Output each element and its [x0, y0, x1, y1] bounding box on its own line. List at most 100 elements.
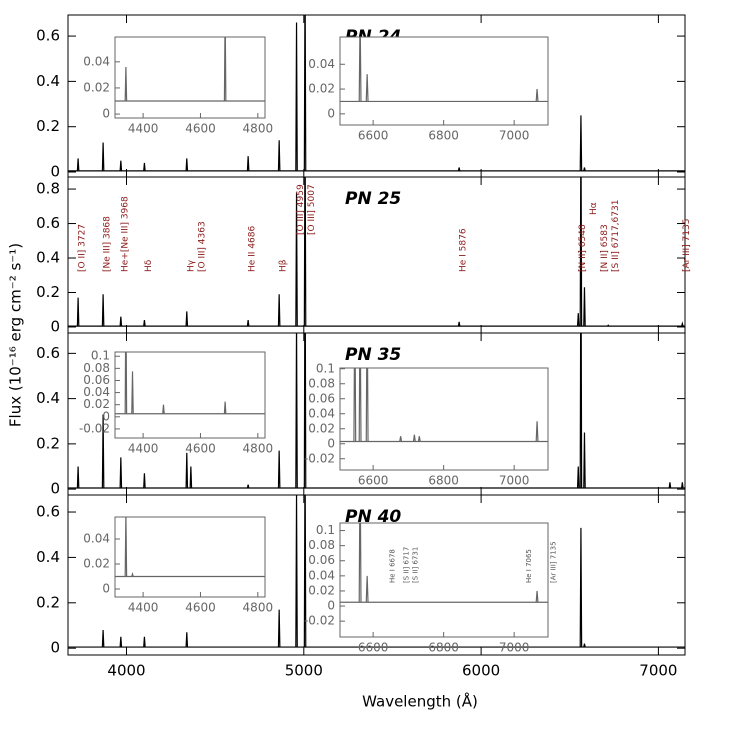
- emission-peak: [365, 368, 369, 442]
- inset-x-tick-label: 7000: [499, 474, 530, 488]
- panel-label: PN 35: [345, 345, 401, 365]
- emission-peak: [143, 636, 146, 648]
- spectrum: [68, 177, 685, 327]
- y-tick-label: 0.4: [36, 249, 60, 267]
- inset-y-tick-label: -0.02: [304, 451, 335, 465]
- emission-peak: [295, 333, 298, 488]
- spectrum: [68, 495, 685, 648]
- inset-annotation: [S II] 6717: [402, 547, 410, 583]
- inset-y-tick-label: 0: [102, 107, 110, 121]
- emission-peak: [535, 421, 539, 442]
- emission-peak: [457, 321, 461, 327]
- inset-y-tick-label: 0.02: [83, 557, 110, 571]
- emission-peak: [583, 167, 586, 172]
- panel-label: PN 25: [345, 189, 401, 209]
- emission-peak: [561, 412, 563, 442]
- inset-annotation: [Ar III] 7135: [550, 541, 558, 583]
- emission-peak: [143, 162, 146, 171]
- y-tick-label: 0.2: [36, 593, 60, 611]
- line-annotation: He II 4686: [248, 225, 258, 272]
- emission-peak: [277, 609, 281, 648]
- emission-peak: [681, 482, 684, 489]
- inset-y-tick-label: -0.02: [304, 614, 335, 628]
- y-tick-label: 0.2: [36, 117, 60, 135]
- line-annotation: [Ne III] 3868: [103, 216, 113, 272]
- line-annotation: [N II] 6583: [600, 224, 610, 272]
- inset-y-tick-label: 0.06: [308, 553, 335, 567]
- y-axis-label: Flux (10⁻¹⁶ erg cm⁻² s⁻¹): [7, 243, 25, 427]
- emission-peak: [295, 22, 298, 171]
- emission-peak: [143, 473, 146, 489]
- emission-peak: [365, 74, 369, 102]
- inset-x-tick-label: 6800: [428, 129, 459, 143]
- x-tick-label: 4000: [107, 662, 145, 680]
- inset-y-tick-label: 0.06: [83, 373, 110, 387]
- emission-peak: [185, 311, 189, 327]
- spectrum: [68, 333, 685, 489]
- emission-peak: [119, 636, 123, 648]
- y-tick-label: 0.4: [36, 548, 60, 566]
- emission-peak: [303, 177, 307, 327]
- emission-peak: [76, 466, 80, 489]
- inset-x-tick-label: 7000: [499, 641, 530, 655]
- line-annotation: [O III] 5007: [307, 184, 317, 235]
- emission-peak: [303, 15, 307, 171]
- inset-x-tick-label: 4800: [243, 601, 274, 615]
- emission-peak: [417, 436, 421, 442]
- inset-y-tick-label: 0.1: [91, 349, 110, 363]
- emission-peak: [246, 484, 250, 489]
- emission-peak: [303, 333, 307, 488]
- y-tick-label: 0: [50, 317, 60, 335]
- emission-peak: [143, 320, 146, 327]
- inset-annotation: He I 6678: [389, 549, 397, 583]
- line-annotation: He+[Ne III] 3968: [120, 196, 130, 272]
- emission-peak: [579, 177, 583, 327]
- x-tick-label: 7000: [639, 662, 677, 680]
- inset-y-tick-label: 0.04: [308, 57, 335, 71]
- emission-peak: [185, 158, 189, 171]
- emission-peak: [131, 571, 134, 577]
- line-annotation: [S II] 6717,6731: [611, 200, 621, 272]
- emission-peak: [119, 160, 123, 171]
- emission-peak: [668, 482, 672, 489]
- emission-peak: [277, 140, 281, 171]
- inset-annotation: He I 7065: [525, 549, 533, 583]
- inset-frame: [114, 36, 266, 119]
- inset-x-tick-label: 4400: [128, 442, 159, 456]
- inset-y-tick-label: 0: [102, 409, 110, 423]
- emission-peak: [185, 452, 189, 488]
- panel-frame: [67, 494, 686, 656]
- inset-x-tick-label: 4600: [185, 122, 216, 136]
- emission-peak: [101, 294, 105, 327]
- emission-peak: [579, 527, 583, 648]
- y-tick-label: 0: [50, 639, 60, 657]
- inset-y-tick-label: 0.02: [83, 397, 110, 411]
- emission-peak: [185, 632, 189, 648]
- inset-frame-bg: [340, 368, 548, 470]
- emission-peak: [353, 368, 357, 442]
- inset-y-tick-label: 0: [327, 436, 335, 450]
- emission-peak: [457, 167, 461, 172]
- emission-peak: [583, 432, 586, 488]
- emission-peak: [535, 590, 539, 603]
- inset-y-tick-label: 0.06: [308, 391, 335, 405]
- spectrum: [115, 37, 265, 102]
- inset-y-tick-label: 0.08: [83, 361, 110, 375]
- line-annotation: Hγ: [186, 259, 196, 272]
- inset-x-tick-label: 4800: [243, 442, 274, 456]
- inset-frame-bg: [115, 37, 265, 118]
- emission-peak: [246, 320, 250, 327]
- inset-y-tick-label: 0.04: [83, 532, 110, 546]
- inset-y-tick-label: 0: [327, 599, 335, 613]
- emission-peak: [561, 592, 563, 602]
- emission-peak: [576, 313, 580, 327]
- emission-peak: [124, 352, 128, 414]
- x-tick-label: 5000: [285, 662, 323, 680]
- line-annotation: Hδ: [144, 259, 154, 272]
- emission-peak: [131, 371, 134, 414]
- y-tick-label: 0.2: [36, 434, 60, 452]
- emission-peak: [303, 495, 307, 648]
- inset-frame-bg: [340, 37, 548, 125]
- emission-peak: [124, 67, 128, 102]
